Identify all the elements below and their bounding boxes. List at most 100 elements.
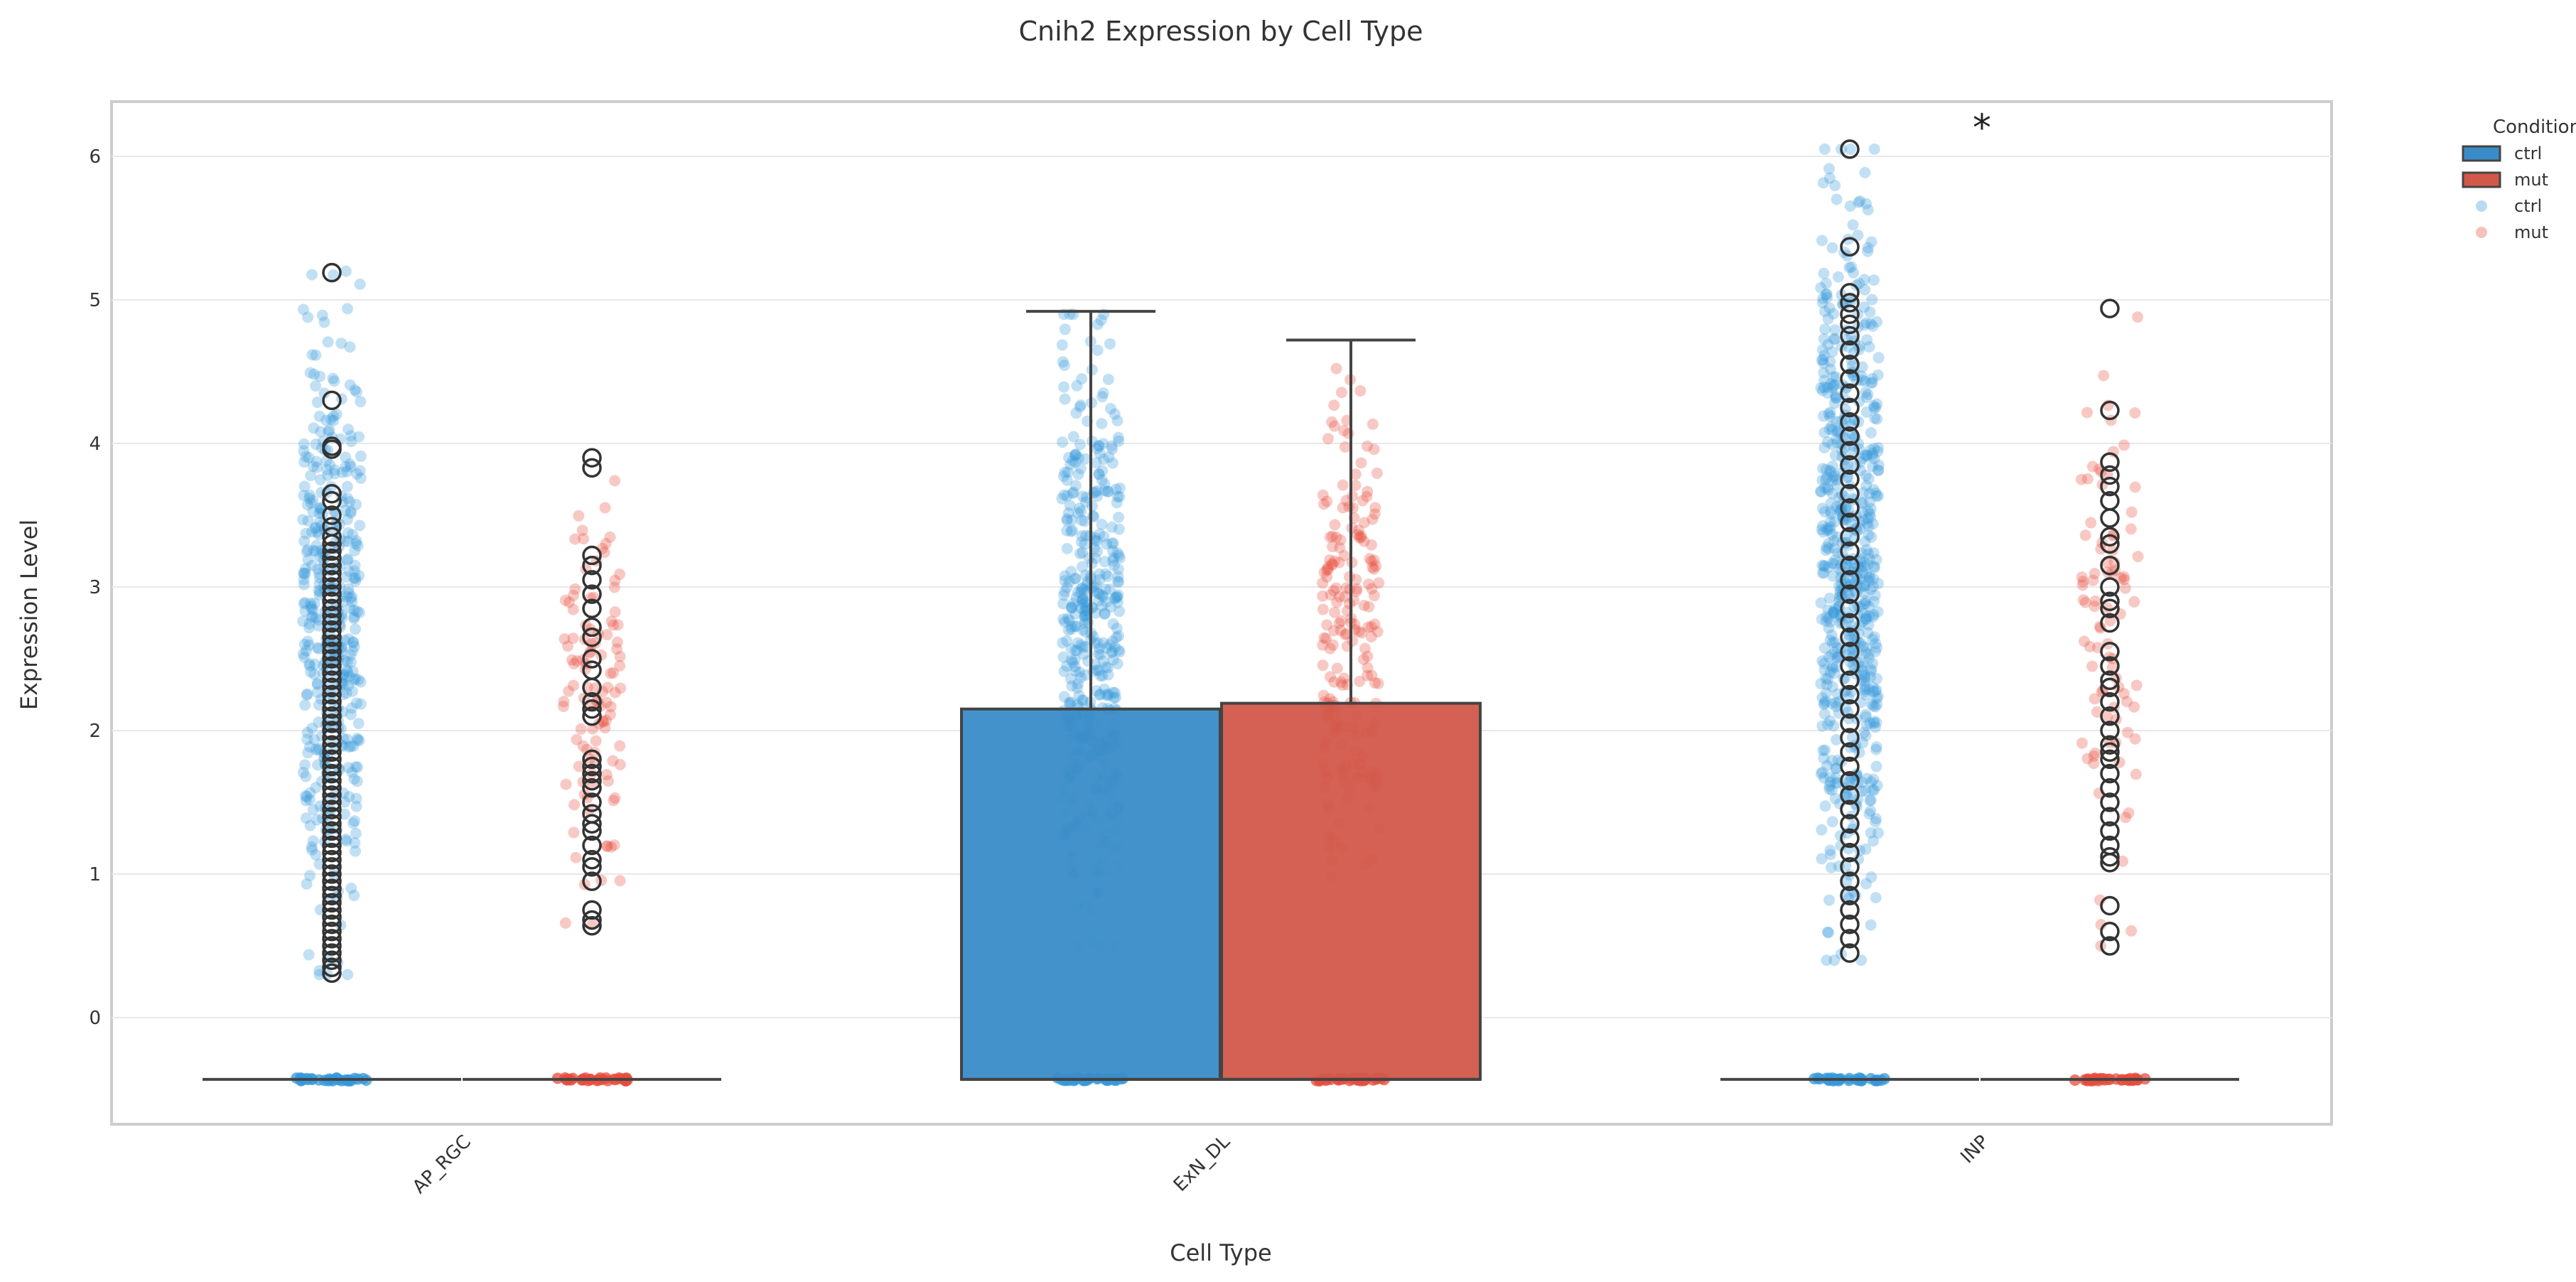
- strip-point: [2117, 855, 2129, 867]
- strip-point: [328, 269, 340, 281]
- strip-point: [1846, 731, 1858, 743]
- strip-point: [298, 567, 310, 579]
- outlier: [582, 835, 602, 856]
- strip-point: [1863, 684, 1875, 696]
- strip-point: [1066, 602, 1078, 614]
- strip-point: [1069, 661, 1081, 673]
- strip-point: [1843, 262, 1855, 274]
- strip-point: [1326, 416, 1338, 428]
- outlier: [322, 591, 342, 611]
- strip-point: [1112, 589, 1124, 601]
- strip-point: [1065, 566, 1077, 578]
- strip-point: [352, 718, 365, 730]
- strip-point: [1077, 641, 1089, 653]
- strip-point: [350, 534, 362, 546]
- strip-point: [1864, 717, 1876, 729]
- strip-point: [2076, 579, 2089, 591]
- strip-point: [2089, 595, 2101, 607]
- strip-point: [1100, 583, 1112, 596]
- strip-point: [297, 767, 309, 779]
- strip-point: [1350, 586, 1362, 598]
- strip-point: [1867, 686, 1879, 698]
- strip-point: [1868, 561, 1880, 573]
- strip-point: [339, 655, 351, 667]
- strip-point: [605, 615, 618, 627]
- strip-point: [1094, 649, 1106, 661]
- strip-point: [341, 554, 353, 566]
- strip-point: [566, 654, 578, 666]
- strip-point: [1112, 564, 1124, 576]
- box: [960, 707, 1222, 1081]
- strip-point: [1079, 538, 1091, 550]
- outlier: [1840, 684, 1860, 705]
- strip-point: [344, 341, 356, 353]
- strip-point: [1365, 555, 1377, 567]
- strip-point: [1076, 515, 1088, 527]
- strip-point: [1858, 556, 1870, 569]
- strip-point: [2115, 572, 2127, 584]
- strip-point: [1862, 512, 1874, 524]
- strip-point: [1080, 496, 1092, 508]
- strip-point: [349, 845, 361, 857]
- strip-point: [1831, 426, 1843, 438]
- strip-point: [1865, 871, 1877, 883]
- strip-point: [1860, 469, 1872, 481]
- strip-point: [309, 522, 321, 534]
- strip-point: [1872, 464, 1884, 476]
- strip-point: [1858, 587, 1870, 599]
- strip-point: [305, 497, 317, 509]
- strip-point: [1868, 716, 1880, 728]
- strip-point: [1058, 665, 1070, 677]
- strip-point: [1871, 780, 1883, 792]
- strip-point: [1067, 486, 1079, 498]
- y-tick-label: 2: [89, 721, 101, 742]
- strip-point: [1860, 610, 1872, 623]
- strip-point: [1828, 606, 1841, 618]
- strip-point: [341, 480, 353, 492]
- strip-point: [1819, 695, 1831, 707]
- strip-point: [341, 465, 353, 478]
- strip-point: [1815, 485, 1827, 497]
- strip-point: [340, 591, 352, 603]
- strip-point: [1827, 570, 1839, 582]
- strip-point: [1824, 363, 1836, 375]
- strip-point: [342, 666, 354, 678]
- strip-point: [1820, 672, 1832, 684]
- strip-point: [299, 596, 311, 608]
- strip-point: [1059, 466, 1071, 478]
- strip-point: [1069, 449, 1082, 461]
- strip-point: [1850, 767, 1863, 780]
- strip-point: [1857, 567, 1869, 579]
- strip-point: [1841, 890, 1853, 903]
- strip-point: [1821, 387, 1833, 399]
- strip-point: [1097, 591, 1109, 603]
- strip-point: [307, 604, 319, 616]
- strip-point: [1816, 766, 1828, 778]
- strip-point: [1096, 391, 1109, 403]
- strip-point: [1821, 541, 1833, 553]
- strip-point: [1830, 772, 1842, 784]
- strip-point: [1093, 664, 1105, 677]
- strip-point: [1079, 453, 1092, 465]
- strip-point: [298, 456, 311, 468]
- strip-point: [1816, 720, 1828, 732]
- strip-point: [1872, 827, 1885, 839]
- strip-point: [1865, 698, 1877, 710]
- strip-point: [1066, 620, 1078, 632]
- strip-point: [312, 563, 324, 575]
- strip-point: [1065, 458, 1077, 470]
- strip-point: [1335, 677, 1347, 689]
- outlier: [322, 620, 342, 640]
- strip-point: [301, 546, 313, 558]
- strip-point: [323, 426, 335, 438]
- outlier: [322, 656, 342, 676]
- strip-point: [1094, 573, 1106, 586]
- strip-point: [1846, 429, 1858, 441]
- strip-point: [1831, 652, 1843, 664]
- strip-point: [1859, 375, 1871, 387]
- strip-point: [611, 636, 623, 648]
- outlier: [1840, 799, 1860, 819]
- strip-point: [1842, 503, 1854, 515]
- strip-point: [1100, 596, 1112, 608]
